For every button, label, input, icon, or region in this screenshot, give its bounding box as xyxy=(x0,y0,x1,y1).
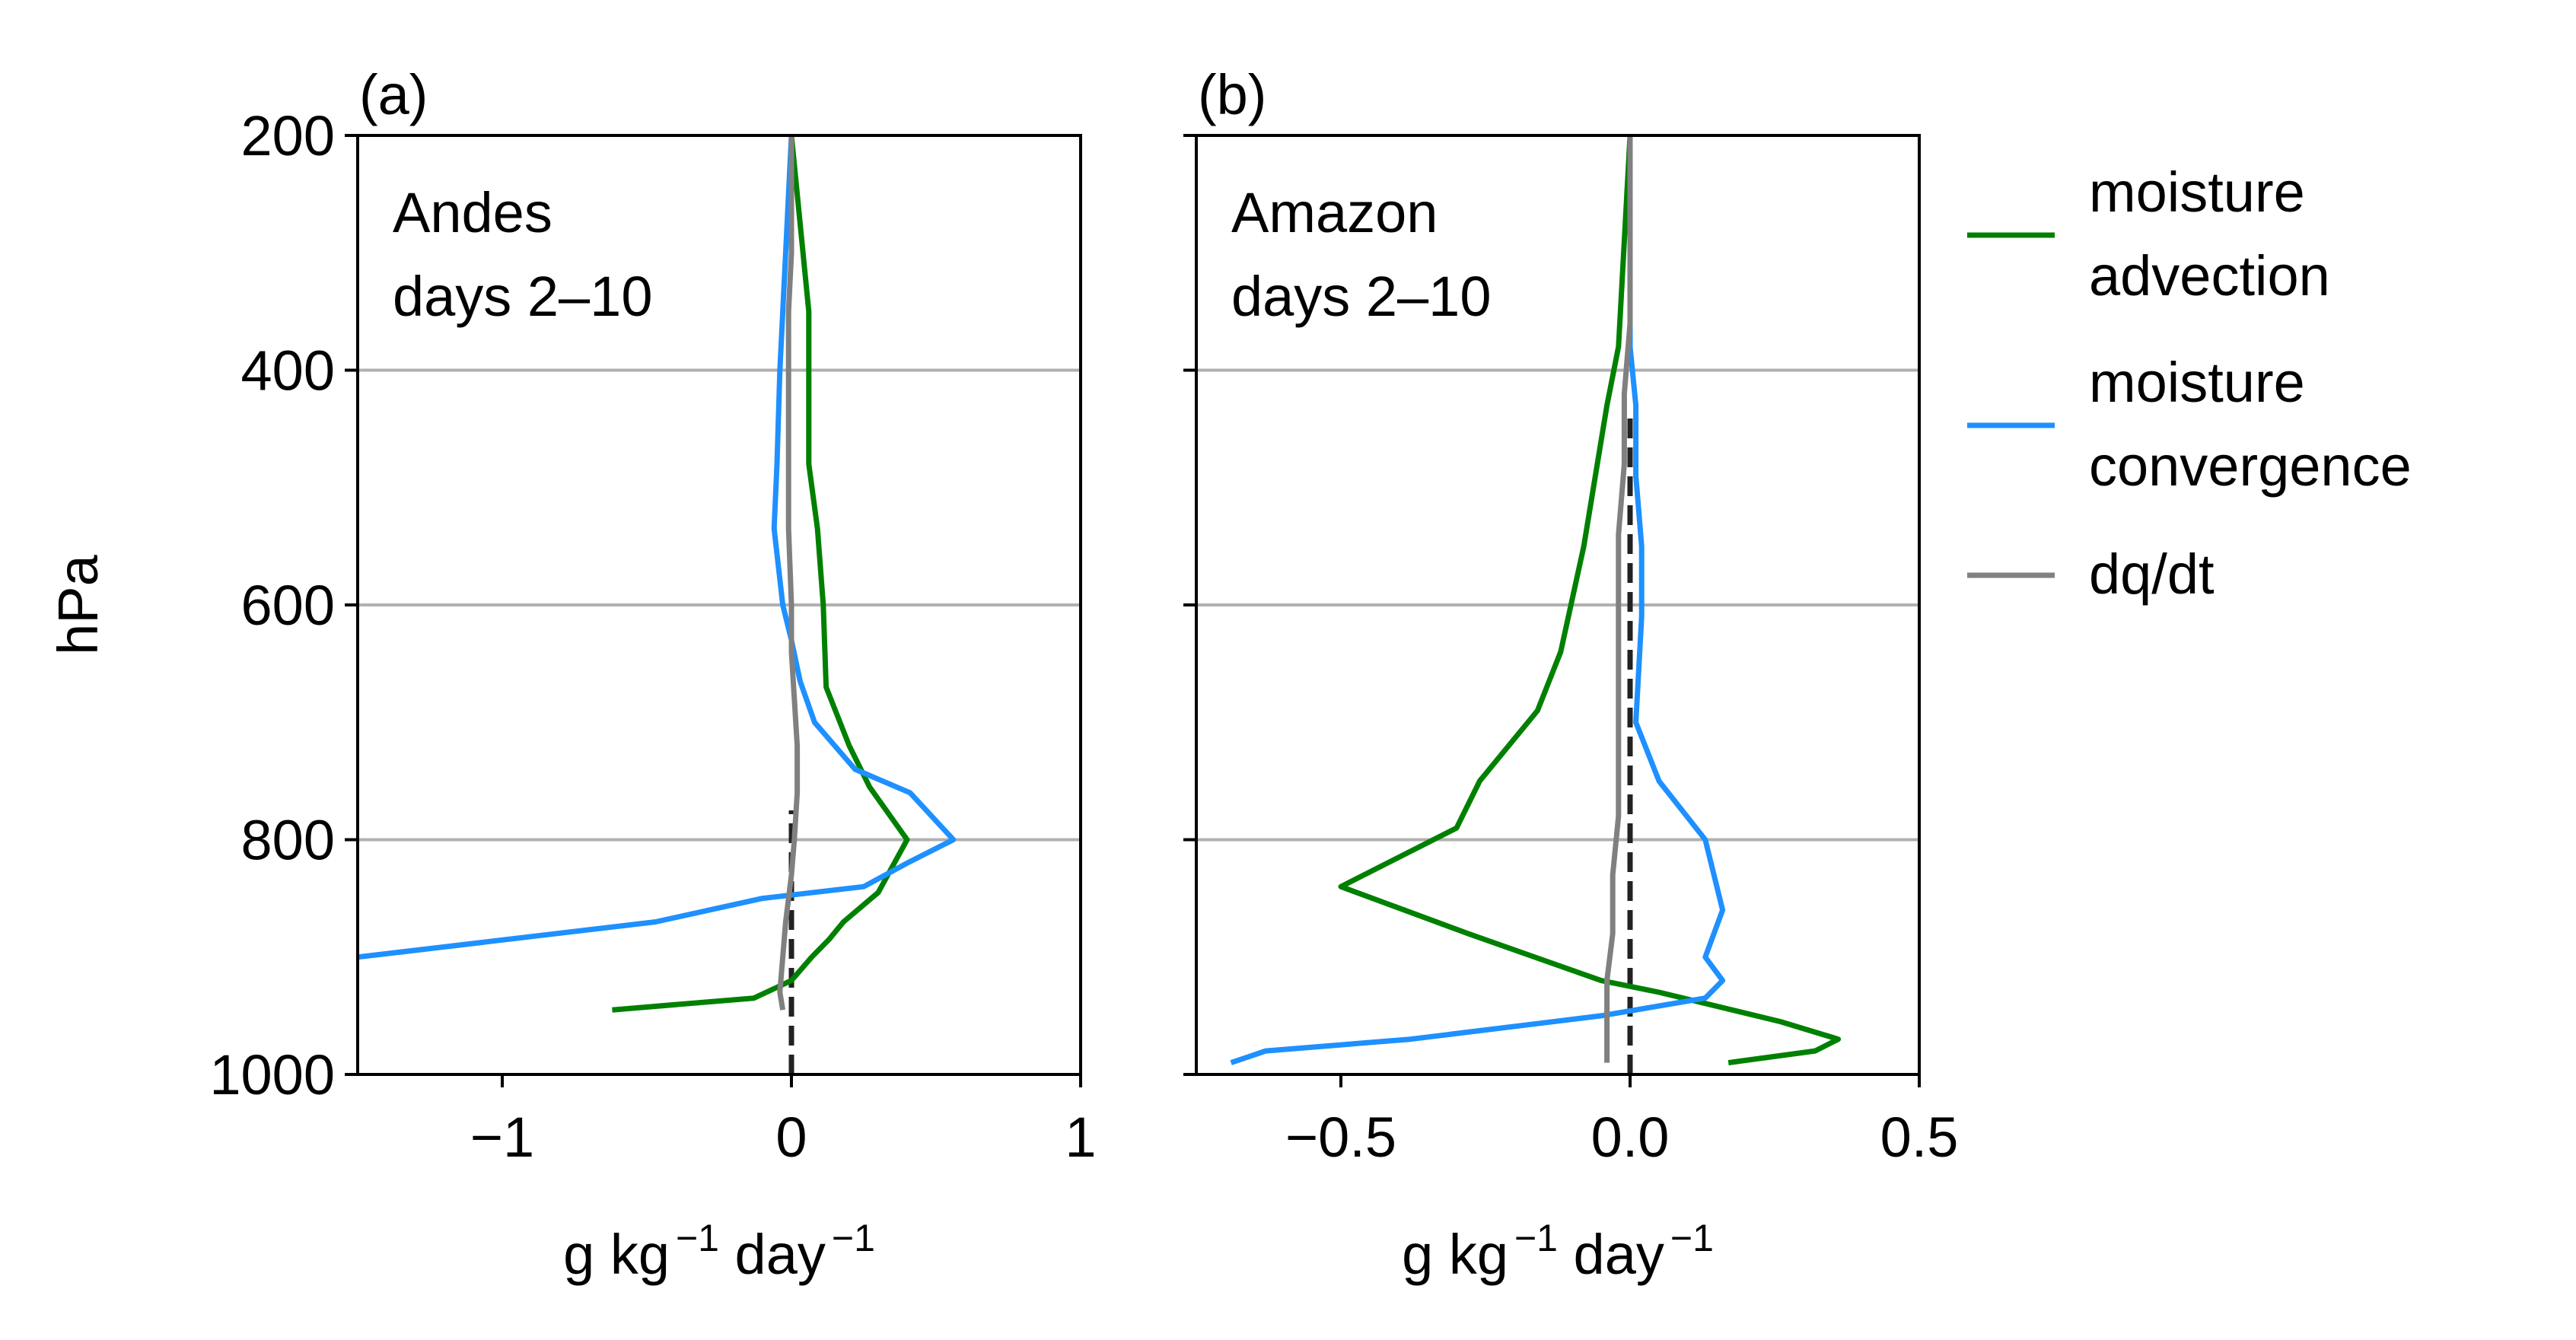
legend: moisture advection moisture convergence dq/d… xyxy=(1967,161,2412,606)
series-group xyxy=(358,135,957,1013)
xtick-label-1: 0 xyxy=(775,1106,807,1169)
xtick-label-0: −0.5 xyxy=(1285,1106,1396,1169)
legend-entry: moisture advection xyxy=(1967,161,2330,307)
x-axis-label-exponent: −1 xyxy=(832,1217,875,1259)
legend-label: convergence xyxy=(2089,434,2412,498)
y-axis-label: hPa xyxy=(46,554,110,655)
xtick-label-2: 1 xyxy=(1065,1106,1096,1169)
panel-annotation-line: Amazon xyxy=(1231,181,1438,244)
ytick-label-400: 400 xyxy=(241,339,335,403)
panel-annotation-line: days 2–10 xyxy=(1231,265,1492,328)
legend-entry: moisture convergence xyxy=(1967,351,2412,498)
series-line-moisture-advection xyxy=(612,135,910,1013)
x-axis-label-exponent: −1 xyxy=(1514,1217,1558,1259)
legend-label: advection xyxy=(2089,244,2330,307)
panel-label: (b) xyxy=(1198,63,1266,126)
xtick-label-1: 0.0 xyxy=(1591,1106,1670,1169)
series-line-moisture-advection xyxy=(1338,135,1842,1066)
x-axis-label: g kg −1 day −1 xyxy=(1402,1217,1714,1286)
series-line-moisture-convergence xyxy=(1230,135,1726,1065)
ytick-label-200: 200 xyxy=(241,104,335,167)
legend-label: dq/dt xyxy=(2089,543,2215,606)
x-axis-label-text: day xyxy=(719,1223,826,1286)
series-group xyxy=(1230,135,1842,1066)
series-line-dq-dt xyxy=(777,135,801,1011)
x-axis-label-text: g kg xyxy=(1402,1223,1508,1286)
ytick-label-1000: 1000 xyxy=(209,1043,335,1106)
x-axis-label-text: g kg xyxy=(563,1223,670,1286)
x-axis-label-exponent: −1 xyxy=(1670,1217,1714,1259)
ytick-label-800: 800 xyxy=(241,809,335,872)
x-axis-label-text: day xyxy=(1558,1223,1664,1286)
xtick-label-0: −1 xyxy=(470,1106,534,1169)
x-axis-label: g kg −1 day −1 xyxy=(563,1217,875,1286)
panel-label: (a) xyxy=(359,63,428,126)
legend-entry: dq/dt xyxy=(1967,543,2215,606)
legend-label: moisture xyxy=(2089,351,2305,414)
xtick-label-2: 0.5 xyxy=(1880,1106,1959,1169)
legend-label: moisture xyxy=(2089,161,2305,224)
x-axis-label-exponent: −1 xyxy=(676,1217,719,1259)
panel-annotation-line: days 2–10 xyxy=(393,265,653,328)
series-line-dq-dt xyxy=(1604,135,1633,1063)
panel-annotation-line: Andes xyxy=(393,181,552,244)
ytick-label-600: 600 xyxy=(241,574,335,637)
series-line-moisture-convergence xyxy=(358,135,957,960)
